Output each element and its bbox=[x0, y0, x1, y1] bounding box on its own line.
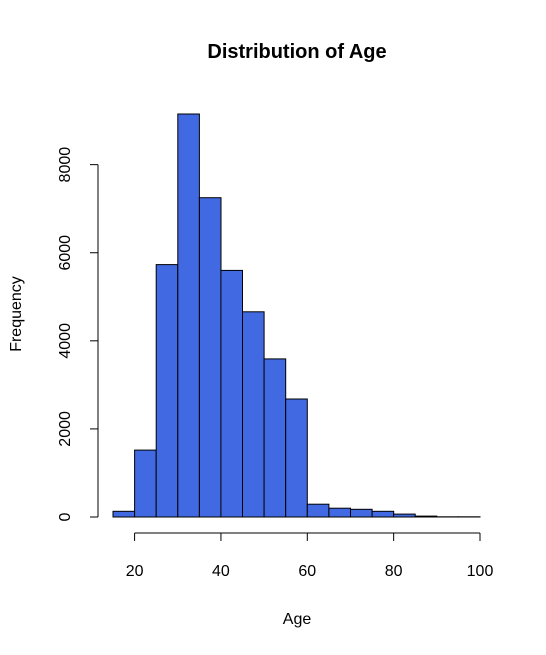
y-axis-label: Frequency bbox=[8, 276, 25, 352]
histogram-bar-4 bbox=[198, 197, 222, 518]
x-tick-label: 20 bbox=[126, 563, 144, 580]
x-axis-label: Age bbox=[283, 611, 312, 628]
bars-group bbox=[112, 113, 481, 518]
histogram-bar-7 bbox=[263, 358, 287, 518]
histogram-bar-13 bbox=[393, 513, 416, 518]
y-tick-label: 0 bbox=[57, 512, 74, 521]
histogram-bar-11 bbox=[350, 508, 373, 518]
y-axis: 0 2000 4000 6000 8000 bbox=[57, 147, 99, 521]
histogram-bar-10 bbox=[328, 507, 351, 518]
histogram-bar-2 bbox=[155, 264, 179, 518]
y-tick-label: 4000 bbox=[57, 323, 74, 359]
histogram-bar-12 bbox=[371, 510, 395, 518]
x-tick-label: 40 bbox=[212, 563, 230, 580]
y-tick-label: 6000 bbox=[57, 235, 74, 271]
x-tick-label: 100 bbox=[467, 563, 494, 580]
histogram-bar-0 bbox=[112, 510, 136, 518]
histogram-bar-9 bbox=[306, 503, 330, 518]
histogram-bar-14 bbox=[414, 515, 438, 518]
histogram-bar-6 bbox=[242, 311, 265, 518]
y-tick-label: 8000 bbox=[57, 147, 74, 183]
histogram-bar-1 bbox=[134, 449, 157, 518]
x-axis: 20 40 60 80 100 bbox=[126, 532, 494, 580]
x-tick-label: 60 bbox=[298, 563, 316, 580]
chart-title: Distribution of Age bbox=[207, 41, 386, 63]
x-tick-label: 80 bbox=[385, 563, 403, 580]
histogram-bar-3 bbox=[177, 113, 200, 518]
histogram-bar-5 bbox=[220, 269, 243, 518]
histogram-bar-8 bbox=[285, 398, 308, 518]
y-tick-label: 2000 bbox=[57, 411, 74, 447]
